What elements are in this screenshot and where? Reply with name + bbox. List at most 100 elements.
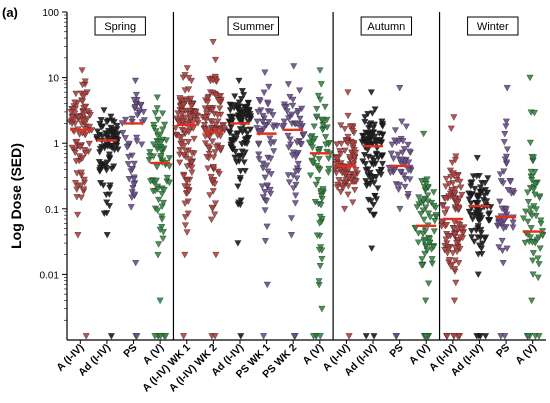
data-point (481, 235, 489, 243)
data-point (475, 333, 483, 340)
data-point (228, 115, 236, 122)
data-point (475, 173, 483, 180)
data-point (420, 216, 428, 224)
data-point (337, 189, 345, 196)
data-point (289, 102, 297, 110)
data-point (315, 156, 323, 163)
data-point (404, 191, 412, 198)
data-point (526, 139, 534, 147)
data-point (102, 191, 110, 199)
data-point (520, 215, 527, 222)
data-point (419, 207, 427, 214)
data-point (441, 247, 449, 254)
data-point (361, 114, 369, 121)
data-point (316, 67, 324, 74)
data-point (316, 220, 324, 227)
data-point (128, 165, 136, 173)
data-point (235, 77, 243, 85)
data-point (201, 114, 209, 121)
data-point (253, 118, 261, 126)
data-point (98, 144, 106, 151)
data-point (524, 199, 532, 206)
data-point (422, 181, 430, 188)
data-point (394, 151, 402, 159)
data-point (439, 203, 447, 210)
data-point (528, 239, 536, 246)
data-point (524, 218, 532, 226)
data-point (349, 128, 356, 135)
data-point (396, 206, 404, 213)
data-point (346, 123, 354, 131)
data-point (499, 247, 506, 255)
data-point (240, 159, 248, 166)
data-point (107, 333, 115, 340)
data-point (230, 137, 238, 145)
data-point (234, 106, 242, 113)
data-point (178, 108, 186, 115)
data-point (344, 133, 352, 141)
data-point (102, 130, 110, 137)
data-point (156, 226, 164, 234)
data-point (96, 166, 104, 174)
data-point (214, 132, 222, 140)
data-point (263, 198, 270, 205)
data-point (160, 186, 168, 194)
data-point (367, 131, 375, 138)
data-point (316, 333, 324, 340)
data-point (333, 155, 341, 162)
data-point (370, 333, 378, 340)
data-point (181, 127, 189, 135)
data-point (502, 118, 510, 126)
data-point (526, 74, 534, 82)
data-point (479, 240, 486, 247)
data-point (211, 73, 219, 81)
data-point (319, 127, 327, 134)
data-point (430, 203, 438, 210)
data-point (157, 147, 165, 154)
data-point (470, 238, 478, 245)
data-point (180, 101, 188, 109)
data-point (365, 153, 372, 161)
data-point (100, 107, 108, 114)
data-point (77, 182, 85, 189)
data-point (391, 127, 399, 134)
data-point (81, 147, 89, 154)
y-tick-label: 10 (48, 74, 60, 85)
data-point (157, 333, 165, 340)
data-point (267, 171, 275, 178)
data-point (422, 297, 430, 305)
data-point (208, 216, 215, 224)
data-point (214, 97, 222, 104)
data-point (125, 154, 133, 161)
data-point (453, 248, 461, 256)
data-point (216, 105, 224, 112)
data-point (455, 205, 463, 212)
data-point (467, 180, 475, 187)
data-point (535, 333, 543, 340)
data-point (310, 123, 318, 130)
data-point (210, 154, 218, 161)
data-point (333, 161, 340, 168)
data-point (426, 239, 434, 246)
data-point (133, 134, 141, 142)
data-point (496, 198, 504, 206)
data-point (226, 130, 234, 137)
data-point (405, 159, 413, 166)
data-point (242, 104, 249, 112)
data-point (469, 216, 477, 223)
data-point (215, 171, 223, 178)
data-point (426, 214, 434, 221)
data-point (368, 160, 376, 167)
data-point (181, 222, 189, 229)
data-point (476, 188, 484, 195)
data-point (155, 241, 163, 248)
data-point (359, 158, 367, 165)
data-point (424, 198, 432, 205)
data-point (234, 201, 242, 208)
data-point (131, 191, 139, 199)
data-point (72, 158, 80, 165)
data-point (450, 114, 458, 121)
data-point (290, 185, 297, 192)
data-point (146, 149, 154, 156)
